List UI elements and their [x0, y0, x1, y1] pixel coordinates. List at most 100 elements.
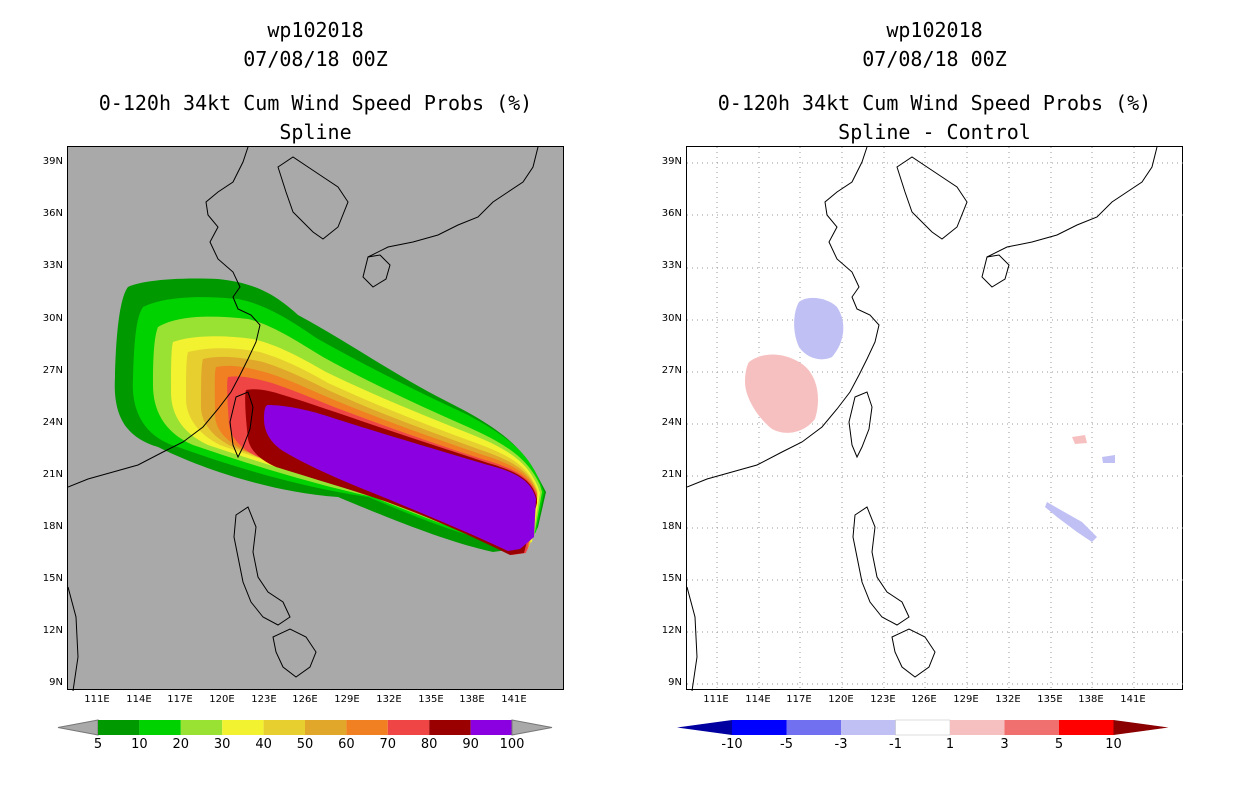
left-cb-swatch [346, 720, 388, 735]
right-datetime: 07/08/18 00Z [862, 47, 1007, 71]
right-cb-swatch [1004, 720, 1059, 735]
right-difference-patches [745, 297, 1115, 542]
lon-label: 138E [1078, 694, 1104, 705]
left-cb-label: 5 [93, 737, 103, 752]
left-cb-under-triangle [57, 719, 99, 736]
right-cb-swatch [841, 720, 896, 735]
lat-label: 24N [661, 417, 682, 428]
right-cb-label: -10 [721, 737, 743, 752]
lat-label: 9N [668, 677, 682, 688]
lat-label: 18N [42, 521, 63, 532]
lat-label: 39N [661, 156, 682, 167]
right-cb-swatch [1059, 720, 1114, 735]
lat-label: 21N [42, 469, 63, 480]
coast-philippines-south [272, 628, 317, 678]
lat-label: 36N [42, 208, 63, 219]
lon-label: 126E [911, 694, 937, 705]
left-product-title: 0-120h 34kt Cum Wind Speed Probs (%) [98, 91, 533, 115]
negative-patch-north [794, 297, 844, 360]
left-probability-map [67, 146, 564, 691]
lon-label: 123E [251, 694, 277, 705]
lat-label: 9N [49, 677, 63, 688]
left-cb-swatch [98, 720, 140, 735]
right-cb-label: 5 [1054, 737, 1064, 752]
right-cb-swatch [895, 719, 951, 736]
coast-luzon-r [852, 506, 910, 626]
left-cb-label: 20 [172, 737, 190, 752]
left-subtitle: Spline [279, 120, 352, 144]
lat-label: 12N [42, 625, 63, 636]
right-product-title: 0-120h 34kt Cum Wind Speed Probs (%) [717, 91, 1152, 115]
right-cb-under-triangle [677, 720, 732, 735]
coast-china-r [687, 147, 880, 488]
right-cb-label: -1 [889, 737, 902, 752]
right-cb-label: 10 [1105, 737, 1122, 752]
coast-korea [277, 156, 349, 240]
right-colorbar [677, 719, 1169, 736]
lat-label: 12N [661, 625, 682, 636]
lat-label: 21N [661, 469, 682, 480]
left-cb-label: 90 [462, 737, 479, 752]
right-coastlines [687, 147, 1158, 691]
right-cb-swatch [950, 720, 1005, 735]
lat-label: 27N [42, 365, 63, 376]
left-cb-label: 40 [255, 737, 272, 752]
lon-label: 126E [292, 694, 318, 705]
left-datetime: 07/08/18 00Z [243, 47, 388, 71]
right-cb-swatch [732, 720, 787, 735]
lat-label: 39N [42, 156, 63, 167]
right-gridlines [687, 147, 1184, 691]
negative-patch-southeast [1045, 502, 1097, 542]
left-storm-id: wp102018 [267, 18, 364, 42]
left-colorbar [57, 719, 553, 736]
right-cb-label: 3 [1000, 737, 1009, 752]
lon-label: 120E [209, 694, 235, 705]
lon-label: 141E [1120, 694, 1146, 705]
lon-label: 135E [418, 694, 444, 705]
right-cb-over-triangle [1113, 720, 1169, 735]
lat-label: 27N [661, 365, 682, 376]
left-map-svg [68, 147, 547, 691]
left-cb-swatch [470, 720, 512, 735]
coast-vietnam-r [687, 586, 698, 691]
lat-label: 18N [661, 521, 682, 532]
left-cb-swatch [305, 720, 347, 735]
lat-label: 30N [42, 313, 63, 324]
right-cb-label: 1 [945, 737, 955, 752]
coast-philippines-south-r [891, 628, 936, 678]
coast-japan-r [986, 147, 1158, 258]
left-cb-swatch [222, 720, 264, 735]
left-coastlines [68, 147, 539, 691]
coast-china [68, 147, 261, 488]
positive-patch-west [745, 354, 819, 433]
right-cb-label: -5 [780, 737, 793, 752]
negative-patch-east [1102, 455, 1115, 463]
coast-kyushu [362, 254, 391, 288]
coast-luzon [233, 506, 291, 626]
lat-label: 33N [42, 260, 63, 271]
right-storm-id: wp102018 [886, 18, 983, 42]
left-cb-swatch [139, 720, 181, 735]
right-cb-swatch [786, 720, 841, 735]
lon-label: 120E [828, 694, 854, 705]
left-cb-swatch [263, 720, 305, 735]
left-swath [114, 278, 547, 555]
left-cb-label: 80 [420, 737, 438, 752]
coast-japan [367, 147, 539, 258]
left-cb-label: 100 [499, 737, 525, 752]
coast-vietnam [68, 586, 79, 691]
right-cb-label: -3 [834, 737, 848, 752]
left-cb-label: 50 [296, 737, 314, 752]
right-subtitle: Spline - Control [838, 120, 1031, 144]
lon-label: 117E [786, 694, 812, 705]
lat-label: 24N [42, 417, 63, 428]
lon-label: 123E [870, 694, 896, 705]
left-cb-label: 60 [338, 737, 355, 752]
lat-label: 15N [42, 573, 63, 584]
left-cb-swatch [387, 720, 430, 735]
lon-label: 114E [126, 694, 152, 705]
positive-patch-east [1072, 435, 1087, 444]
coast-taiwan-r [848, 391, 873, 459]
left-cb-swatch [429, 720, 471, 735]
lon-label: 138E [459, 694, 485, 705]
